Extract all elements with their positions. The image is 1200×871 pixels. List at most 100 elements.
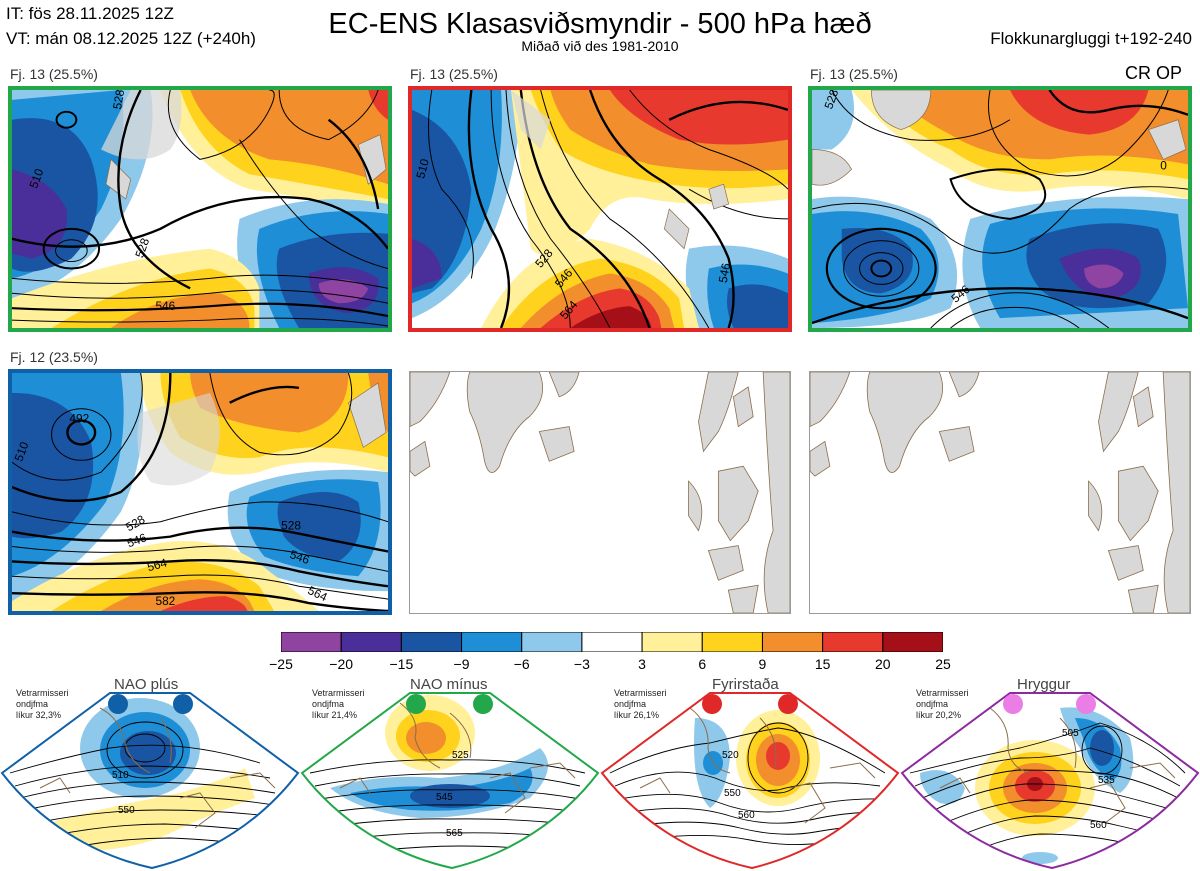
regime-map-nao-minus-graphic: 525 545 565 bbox=[300, 692, 600, 870]
cluster-map-3-graphic: 546 0 528 bbox=[812, 90, 1188, 328]
contour-label: 510 bbox=[12, 439, 32, 463]
stat-line: Vetrarmisseri bbox=[614, 688, 667, 698]
stat-line: líkur 21,4% bbox=[312, 710, 358, 720]
cluster-map-2[interactable]: 510 528 546 564 546 bbox=[408, 86, 792, 332]
regime-contour-label: 510 bbox=[112, 770, 129, 781]
regime-name-nao-plus: NAO plús bbox=[114, 676, 179, 693]
empty-map-6[interactable] bbox=[809, 371, 1191, 614]
regime-name-blocking: Fyrirstaða bbox=[712, 676, 779, 693]
colorbar-swatch bbox=[281, 632, 342, 652]
regime-map-blocking[interactable]: 520 550 560 bbox=[600, 678, 900, 871]
contour-label: 528 bbox=[821, 90, 841, 111]
colorbar-swatch bbox=[761, 632, 824, 652]
contour-label: 528 bbox=[110, 90, 127, 110]
colorbar-swatch bbox=[822, 632, 884, 652]
regime-map-nao-plus[interactable]: 510 550 bbox=[0, 678, 300, 871]
cr-op-label: CR OP bbox=[1125, 63, 1183, 83]
contour-label: 528 bbox=[281, 519, 301, 533]
stat-line: ondjfma bbox=[16, 699, 49, 709]
regime-marker-dot bbox=[473, 694, 493, 714]
regime-contour-label: 535 bbox=[1098, 775, 1115, 786]
regime-marker-dot bbox=[406, 694, 426, 714]
regime-stats-blocking: Vetrarmisseri ondjfma líkur 26,1% bbox=[614, 688, 667, 721]
regime-contour-label: 560 bbox=[738, 810, 755, 821]
contour-label: 510 bbox=[413, 157, 432, 180]
empty-map-6-graphic bbox=[810, 372, 1190, 613]
panel-label-4: Fj. 12 (23.5%) bbox=[10, 349, 98, 365]
valid-time: VT: mán 08.12.2025 12Z (+240h) bbox=[6, 29, 256, 48]
regime-contour-label: 505 bbox=[1062, 728, 1079, 739]
contour-label: 546 bbox=[125, 530, 149, 550]
cluster-map-1-graphic: 528 528 546 510 bbox=[12, 90, 388, 328]
colorbar-swatch bbox=[581, 632, 643, 652]
colorbar-swatch bbox=[701, 632, 763, 652]
cluster-map-2-graphic: 510 528 546 564 546 bbox=[412, 90, 788, 328]
regime-contour-label: 525 bbox=[452, 750, 469, 761]
regime-marker-dot bbox=[702, 694, 722, 714]
colorbar-tick-label: −6 bbox=[513, 656, 530, 672]
stat-line: ondjfma bbox=[916, 699, 949, 709]
stat-line: líkur 20,2% bbox=[916, 710, 962, 720]
colorbar-swatch bbox=[641, 632, 703, 652]
stat-line: ondjfma bbox=[614, 699, 647, 709]
regime-stats-ridge: Vetrarmisseri ondjfma líkur 20,2% bbox=[916, 688, 969, 721]
colorbar-tick-label: 9 bbox=[758, 656, 767, 672]
stat-line: líkur 32,3% bbox=[16, 710, 62, 720]
colorbar-tick-label: 15 bbox=[814, 656, 831, 672]
cluster-map-1[interactable]: 528 528 546 510 bbox=[8, 86, 392, 332]
regime-marker-dot bbox=[108, 694, 128, 714]
colorbar-tick-label: 20 bbox=[875, 656, 891, 672]
regime-contour-label: 560 bbox=[1090, 820, 1107, 831]
colorbar-swatch bbox=[340, 632, 402, 652]
cluster-map-4-graphic: 492 510 528 546 564 582 528 546 564 bbox=[12, 373, 388, 611]
init-time: IT: fös 28.11.2025 12Z bbox=[6, 4, 174, 23]
contour-label: 564 bbox=[146, 555, 169, 574]
contour-label: 546 bbox=[288, 547, 312, 567]
contour-label: 0 bbox=[1160, 158, 1167, 172]
cluster-map-3[interactable]: 546 0 528 bbox=[808, 86, 1192, 332]
colorbar-tick-label: 3 bbox=[638, 656, 646, 672]
panel-label-1: Fj. 13 (25.5%) bbox=[10, 66, 98, 82]
regime-contour-label: 565 bbox=[446, 828, 463, 839]
regime-contour-label: 520 bbox=[722, 750, 739, 761]
regime-contour-label: 545 bbox=[436, 792, 453, 803]
regime-map-nao-plus-graphic: 510 550 bbox=[0, 692, 300, 870]
regime-map-nao-minus[interactable]: 525 545 565 bbox=[300, 678, 600, 871]
regime-map-ridge[interactable]: 505 535 560 bbox=[900, 678, 1200, 871]
colorbar-tick-label: −15 bbox=[389, 656, 414, 672]
contour-label: 546 bbox=[716, 262, 733, 284]
regime-map-blocking-graphic: 520 550 560 bbox=[600, 692, 900, 870]
regime-marker-dot bbox=[173, 694, 193, 714]
colorbar-tick-label: 25 bbox=[935, 656, 951, 672]
colorbar-swatch bbox=[882, 632, 943, 652]
cluster-map-4[interactable]: 492 510 528 546 564 582 528 546 564 bbox=[8, 369, 392, 615]
colorbar-tick-label: −3 bbox=[573, 656, 590, 672]
page-title: EC-ENS Klasasviðsmyndir - 500 hPa hæð bbox=[328, 8, 872, 40]
colorbar-tick-label: −9 bbox=[453, 656, 470, 672]
stat-line: ondjfma bbox=[312, 699, 345, 709]
regime-stats-nao-minus: Vetrarmisseri ondjfma líkur 21,4% bbox=[312, 688, 365, 721]
colorbar-swatch bbox=[461, 632, 523, 652]
regime-marker-dot bbox=[778, 694, 798, 714]
contour-label: 492 bbox=[69, 412, 89, 426]
colorbar-tick-label: −20 bbox=[329, 656, 354, 672]
regime-stats-nao-plus: Vetrarmisseri ondjfma líkur 32,3% bbox=[16, 688, 69, 721]
colorbar bbox=[281, 632, 943, 652]
regime-name-nao-minus: NAO mínus bbox=[410, 676, 488, 693]
empty-map-5-graphic bbox=[410, 372, 790, 613]
colorbar-swatch bbox=[521, 632, 583, 652]
empty-map-5[interactable] bbox=[409, 371, 791, 614]
panel-label-3: Fj. 13 (25.5%) bbox=[810, 66, 898, 82]
colorbar-tick-label: 6 bbox=[698, 656, 707, 672]
contour-label: 546 bbox=[155, 299, 175, 313]
colorbar-tick-label: −25 bbox=[269, 656, 293, 672]
stat-line: líkur 26,1% bbox=[614, 710, 660, 720]
classification-window: Flokkunargluggi t+192-240 bbox=[990, 29, 1192, 48]
regime-marker-dot bbox=[1003, 694, 1023, 714]
stat-line: Vetrarmisseri bbox=[312, 688, 365, 698]
regime-map-ridge-graphic: 505 535 560 bbox=[900, 692, 1200, 870]
regime-marker-dot bbox=[1076, 694, 1096, 714]
panel-label-2: Fj. 13 (25.5%) bbox=[410, 66, 498, 82]
contour-label: 528 bbox=[132, 236, 152, 260]
regime-contour-label: 550 bbox=[118, 805, 135, 816]
